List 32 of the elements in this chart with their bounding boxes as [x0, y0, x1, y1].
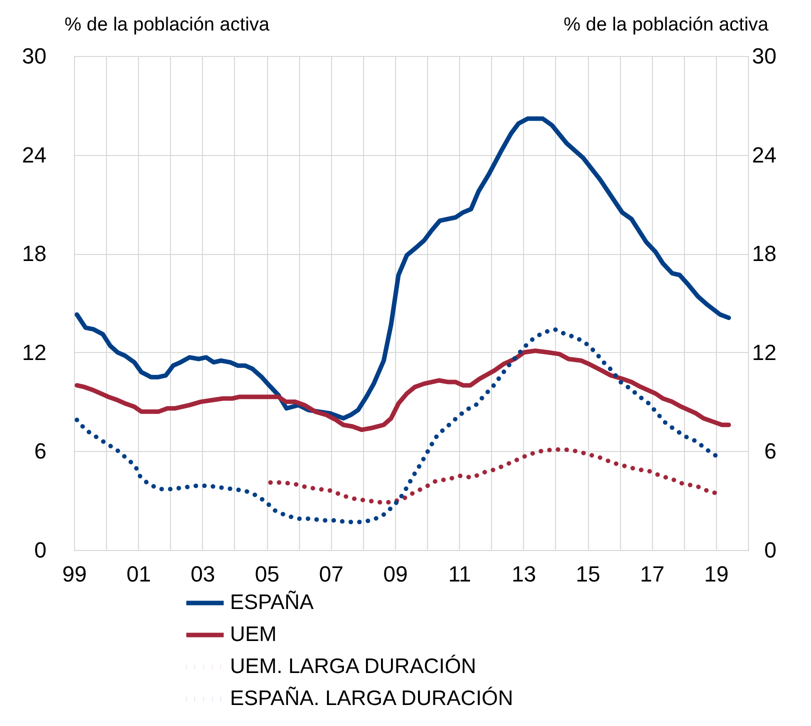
x-tick-label: 09 — [383, 562, 408, 586]
x-tick-label: 13 — [512, 562, 536, 586]
y2-tick-label: 6 — [764, 438, 776, 464]
x-tick-label: 07 — [319, 562, 344, 586]
x-tick-label: 11 — [448, 562, 472, 586]
y2-axis-title: % de la población activa — [564, 14, 769, 36]
x-tick-label: 01 — [126, 562, 151, 586]
y-tick-label: 0 — [34, 538, 46, 562]
y-axis-title: % de la población activa — [64, 14, 270, 36]
y2-tick-label: 30 — [752, 44, 776, 68]
y-tick-label: 12 — [22, 340, 46, 365]
line-series — [74, 327, 719, 524]
x-tick-label: 19 — [704, 562, 729, 586]
y-tick-label: 18 — [22, 241, 46, 266]
y2-tick-label: 24 — [752, 142, 776, 168]
y-tick-label: 24 — [22, 142, 46, 168]
y2-tick-label: 12 — [752, 340, 776, 365]
legend-label: ESPAÑA. LARGA DURACIÓN — [230, 686, 514, 710]
x-tick-label: 03 — [190, 562, 216, 586]
legend-label: UEM. LARGA DURACIÓN — [230, 654, 476, 678]
x-tick-label: 17 — [640, 562, 664, 586]
y-tick-label: 30 — [22, 44, 46, 68]
y2-tick-label: 0 — [764, 538, 776, 562]
legend-label: UEM — [230, 623, 277, 646]
y-tick-label: 6 — [34, 438, 46, 464]
line-series — [74, 116, 731, 421]
x-tick-label: 99 — [62, 562, 87, 586]
x-tick-label: 15 — [576, 562, 600, 586]
legend-label: ESPAÑA — [230, 590, 314, 614]
x-tick-label: 05 — [254, 562, 280, 586]
y2-tick-label: 18 — [752, 241, 776, 266]
line-series — [74, 348, 731, 432]
